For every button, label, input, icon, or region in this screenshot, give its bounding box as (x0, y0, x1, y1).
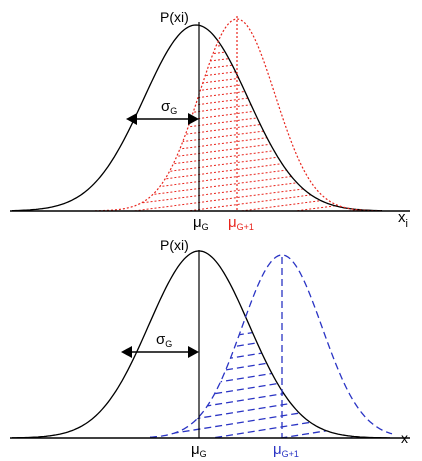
hatch-line (150, 353, 392, 394)
hatch-line (95, 42, 382, 49)
hatch-line (95, 115, 382, 154)
top-sigma-arrowhead-right (188, 113, 199, 125)
bottom-mu-g-label: μG (191, 441, 207, 459)
hatch-line (95, 150, 382, 189)
bottom-sigma-arrowhead-right (188, 346, 199, 358)
hatch-line (95, 157, 382, 196)
hatch-line (95, 66, 382, 105)
hatch-line (95, 42, 382, 56)
top-base-distribution-curve (12, 24, 383, 212)
top-shifted-distribution-curve (95, 18, 382, 212)
hatch-line (150, 430, 392, 438)
top-sigma-arrowhead-left (126, 113, 137, 125)
hatch-line (95, 108, 382, 147)
hatch-line (150, 266, 392, 305)
hatch-line (95, 0, 382, 34)
hatch-line (95, 4, 382, 41)
hatch-line (95, 129, 382, 168)
hatch-line (95, 42, 382, 77)
top-y-axis-label: P(xi) (160, 9, 189, 25)
hatch-line (150, 342, 392, 383)
hatch-line (95, 0, 382, 20)
hatch-line (150, 386, 392, 427)
hatch-line (95, 101, 382, 140)
hatch-line (95, 185, 382, 211)
bottom-x-axis-label: x (401, 430, 408, 446)
top-x-axis-label: xi (398, 209, 408, 230)
hatch-line (95, 171, 382, 210)
hatch-line (150, 317, 392, 350)
hatch-line (95, 122, 382, 161)
top-mu-g1-label: μG+1 (228, 214, 254, 232)
bottom-panel: P(xi) σG μG μG+1 x (10, 237, 410, 459)
hatch-line (150, 419, 392, 438)
hatch-line (95, 136, 382, 175)
bottom-base-distribution-curve (12, 250, 390, 439)
top-sigma-label: σG (161, 98, 177, 116)
bottom-sigma-arrowhead-left (121, 346, 132, 358)
top-mu-g-label: μG (193, 214, 209, 232)
hatch-line (150, 317, 392, 328)
hatch-line (150, 375, 392, 416)
hatch-line (150, 317, 392, 339)
bottom-shifted-distribution-curve (149, 254, 393, 438)
top-panel: P(xi) σG μG μG+1 xi (10, 0, 410, 232)
bottom-mu-g1-label: μG+1 (273, 441, 299, 459)
hatch-line (95, 42, 382, 63)
hatch-line (95, 42, 382, 70)
hatch-line (95, 143, 382, 182)
hatch-line (150, 408, 392, 438)
hatch-line (95, 164, 382, 203)
bottom-y-axis-label: P(xi) (160, 237, 189, 253)
bottom-sigma-label: σG (156, 331, 172, 349)
hatch-line (95, 52, 382, 91)
hatch-line (95, 94, 382, 133)
hatch-line (150, 277, 392, 316)
hatch-line (150, 320, 392, 361)
hatch-line (95, 0, 382, 27)
